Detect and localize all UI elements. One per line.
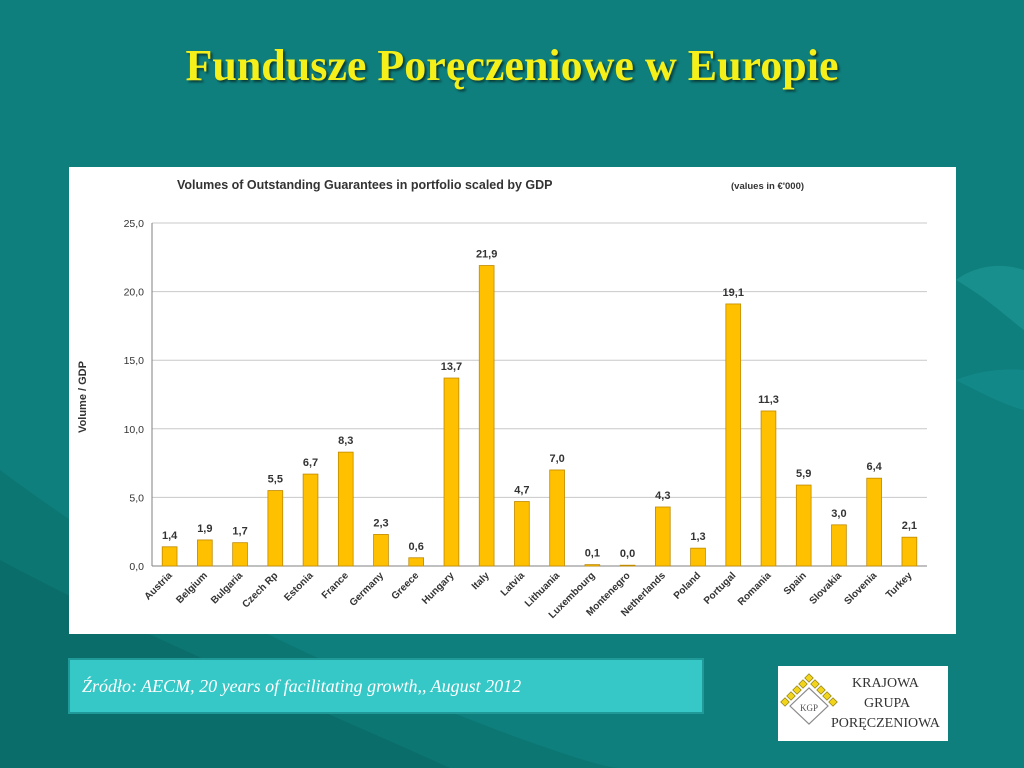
x-tick-label: Hungary <box>420 570 457 607</box>
bar-lithuania <box>549 469 565 567</box>
bar-bulgaria <box>232 542 248 567</box>
bar-slovakia <box>831 524 847 567</box>
x-tick-label: Romania <box>736 570 774 608</box>
chart-subtitle: (values in €'000) <box>731 181 804 192</box>
bar-italy <box>478 265 495 567</box>
x-tick-label: Latvia <box>499 570 528 599</box>
logo-emblem: KGP <box>780 673 838 725</box>
bar-france <box>337 451 354 567</box>
data-label: 7,0 <box>549 453 564 465</box>
data-label: 0,1 <box>585 548 600 560</box>
bar-spain <box>795 484 812 567</box>
y-tick-label: 10,0 <box>124 424 145 436</box>
x-tick-label: Italy <box>470 570 492 592</box>
x-tick-label: Belgium <box>174 570 210 606</box>
bar-netherlands <box>654 506 671 567</box>
data-label: 2,1 <box>902 520 917 532</box>
data-label: 1,7 <box>232 526 247 538</box>
bar-montenegro <box>619 564 636 567</box>
y-tick-label: 20,0 <box>124 287 145 299</box>
chart-panel: Volumes of Outstanding Guarantees in por… <box>69 167 956 634</box>
y-axis-label: Volume / GDP <box>77 361 89 433</box>
bar-slovenia <box>866 477 882 567</box>
bar-hungary <box>443 377 460 567</box>
x-tick-label: France <box>320 570 351 601</box>
y-tick-label: 15,0 <box>124 355 145 367</box>
y-tick-label: 0,0 <box>129 561 144 573</box>
data-label: 13,7 <box>441 361 462 373</box>
x-tick-label: Germany <box>348 570 387 609</box>
data-label: 11,3 <box>758 394 779 406</box>
y-tick-label: 25,0 <box>124 218 145 230</box>
data-label: 4,7 <box>514 485 529 497</box>
y-tick-label: 5,0 <box>129 492 144 504</box>
x-tick-label: Greece <box>390 570 422 602</box>
bar-austria <box>161 546 178 567</box>
data-label: 1,9 <box>197 523 212 535</box>
bar-romania <box>760 410 777 567</box>
x-tick-label: Portugal <box>702 570 739 607</box>
x-tick-label: Turkey <box>884 570 915 601</box>
data-label: 0,0 <box>620 548 635 560</box>
bar-latvia <box>514 501 530 567</box>
x-tick-label: Poland <box>672 570 703 601</box>
logo-line-2: GRUPA <box>864 696 911 711</box>
data-label: 4,3 <box>655 490 670 502</box>
data-label: 6,4 <box>867 461 883 473</box>
bar-belgium <box>197 539 213 567</box>
data-label: 8,3 <box>338 435 353 447</box>
bar-czech-rp <box>267 490 284 567</box>
bar-portugal <box>725 303 742 567</box>
bar-estonia <box>302 473 319 567</box>
source-text: Źródło: AECM, 20 years of facilitating g… <box>82 676 522 696</box>
x-tick-label: Slovakia <box>808 570 845 607</box>
logo-line-1: KRAJOWA <box>852 676 919 691</box>
data-label: 19,1 <box>723 287 744 299</box>
slide-title: Fundusze Poręczeniowe w Europie <box>185 41 839 90</box>
bar-layer <box>161 265 918 567</box>
x-tick-label: Bulgaria <box>209 570 245 606</box>
x-tick-label: Czech Rp <box>240 570 280 610</box>
source-box: Źródło: AECM, 20 years of facilitating g… <box>68 658 704 714</box>
data-label: 1,4 <box>162 530 178 542</box>
data-label: 1,3 <box>690 531 705 543</box>
x-tick-label: Austria <box>143 570 175 602</box>
bar-luxembourg <box>584 564 601 567</box>
x-tick-label: Estonia <box>282 570 316 604</box>
data-label: 5,9 <box>796 468 811 480</box>
bar-chart: Volumes of Outstanding Guarantees in por… <box>77 178 927 621</box>
logo-monogram: KGP <box>800 703 818 713</box>
company-logo: KGP KRAJOWA GRUPA PORĘCZENIOWA <box>778 666 948 741</box>
data-label: 6,7 <box>303 457 318 469</box>
bar-poland <box>690 547 706 567</box>
logo-line-3: PORĘCZENIOWA <box>831 716 940 731</box>
x-tick-label: Slovenia <box>842 570 879 607</box>
data-label: 0,6 <box>409 541 424 553</box>
data-label: 2,3 <box>373 517 388 529</box>
data-label: 5,5 <box>268 474 283 486</box>
bar-turkey <box>901 536 918 567</box>
chart-title: Volumes of Outstanding Guarantees in por… <box>177 178 553 192</box>
x-tick-label: Spain <box>782 570 809 597</box>
bar-greece <box>408 557 425 567</box>
data-label: 21,9 <box>476 249 497 261</box>
bar-germany <box>373 534 389 567</box>
data-label: 3,0 <box>831 508 846 520</box>
